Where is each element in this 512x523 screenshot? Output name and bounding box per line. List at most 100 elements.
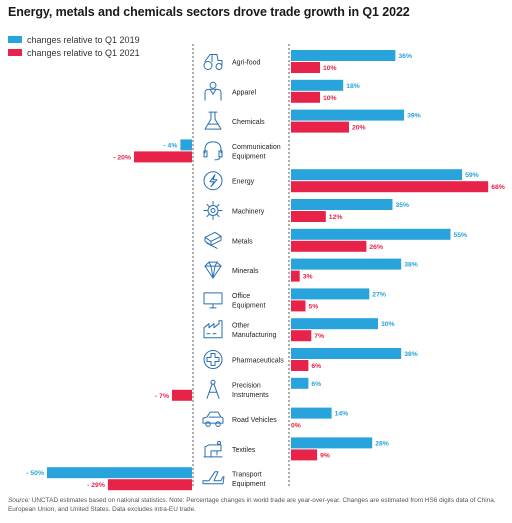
data-label-chemicals-series-1: 39% — [407, 113, 421, 120]
bar-textiles-series-1 — [291, 437, 373, 449]
data-label-transport-equipment-series-2: - 29% — [87, 482, 105, 489]
legend-item-2021: changes relative to Q1 2021 — [8, 48, 140, 59]
data-label-minerals-series-1: 38% — [404, 262, 418, 269]
flask-icon — [204, 111, 222, 130]
legend-swatch-2019 — [8, 36, 22, 44]
bar-pharmaceuticals-series-1 — [291, 348, 402, 359]
category-label-line: Agri-food — [232, 60, 261, 67]
compass-icon — [206, 379, 220, 399]
category-label-line: Textiles — [232, 447, 256, 454]
lightning-icon — [203, 171, 223, 191]
bar-other-manufacturing-series-2 — [291, 330, 312, 342]
bar-energy-series-2 — [291, 181, 489, 193]
category-label-line: Energy — [232, 179, 255, 186]
data-label-textiles-series-1: 28% — [375, 440, 389, 447]
category-label-line: Communication — [232, 144, 281, 151]
category-label-line: Equipment — [232, 153, 266, 160]
category-label-apparel: Apparel — [232, 89, 257, 96]
data-label-energy-series-1: 59% — [465, 172, 479, 179]
gem-icon — [204, 261, 222, 279]
category-label-other-manufacturing: Other Manufacturing — [232, 323, 276, 340]
bar-apparel-series-1 — [291, 79, 344, 91]
category-label-line: Other — [232, 323, 250, 330]
data-label-energy-series-2: 68% — [491, 184, 505, 191]
category-label-line: Transport — [232, 472, 262, 479]
data-label-office-equipment-series-2: 5% — [309, 303, 319, 310]
category-label-line: Road Vehicles — [232, 417, 277, 424]
category-label-machinery: Machinery — [232, 209, 265, 216]
bar-energy-series-1 — [291, 169, 463, 181]
data-label-apparel-series-2: 10% — [323, 95, 337, 102]
category-label-office-equipment: Office Equipment — [232, 293, 266, 310]
category-label-line: Equipment — [232, 481, 266, 488]
category-label-pharmaceuticals: Pharmaceuticals — [232, 358, 284, 365]
data-label-transport-equipment-series-1: - 50% — [26, 470, 44, 477]
category-label-line: Chemicals — [232, 119, 265, 126]
bar-chemicals-series-1 — [291, 109, 405, 121]
data-label-agri-food-series-1: 36% — [398, 53, 412, 60]
medical-cross-icon — [203, 350, 223, 369]
category-label-communication-equipment: Communication Equipment — [232, 144, 281, 161]
category-label-textiles: Textiles — [232, 447, 256, 454]
sewing-machine-icon — [203, 440, 223, 458]
bar-office-equipment-series-1 — [291, 288, 370, 300]
category-label-minerals: Minerals — [232, 268, 259, 275]
category-label-line: Instruments — [232, 392, 269, 399]
bar-other-manufacturing-series-1 — [291, 318, 378, 330]
headset-icon — [203, 141, 223, 161]
category-label-transport-equipment: Transport Equipment — [232, 472, 266, 489]
annotation-precision-instruments: - 7% — [155, 393, 169, 400]
bar-transport-equipment-series-1 — [47, 467, 192, 479]
bar-transport-equipment-series-2 — [107, 479, 192, 491]
bar-agri-food-series-2 — [291, 62, 320, 73]
bar-office-equipment-series-2 — [291, 300, 306, 312]
data-label-metals-series-1: 55% — [454, 232, 468, 239]
factory-icon — [203, 320, 223, 339]
data-label-pharmaceuticals-series-2: 6% — [311, 363, 321, 370]
source-note: Source: UNCTAD estimates based on nation… — [8, 496, 504, 514]
bar-textiles-series-2 — [291, 449, 318, 461]
category-label-line: Equipment — [232, 302, 266, 309]
legend-item-2019: changes relative to Q1 2019 — [8, 35, 140, 46]
data-label-agri-food-series-2: 10% — [323, 65, 337, 72]
bar-road-vehicles-series-1 — [291, 407, 332, 419]
data-label-minerals-series-2: 3% — [303, 274, 313, 281]
bar-precision-instruments-series-2 — [172, 389, 192, 401]
data-label-other-manufacturing-series-2: 7% — [314, 333, 324, 340]
category-label-chemicals: Chemicals — [232, 119, 265, 126]
category-label-line: Metals — [232, 238, 253, 245]
bar-minerals-series-1 — [291, 258, 402, 270]
bar-communication-equipment-series-1 — [180, 139, 192, 151]
bar-precision-instruments-series-1 — [291, 377, 309, 389]
bar-agri-food-series-1 — [291, 50, 396, 61]
data-label-road-vehicles-series-1: 14% — [335, 411, 349, 418]
gear-icon — [203, 201, 223, 220]
data-label-road-vehicles-series-2: 0% — [291, 423, 301, 430]
data-label-office-equipment-series-1: 27% — [372, 291, 386, 298]
bar-pharmaceuticals-series-2 — [291, 360, 309, 371]
bar-machinery-series-2 — [291, 211, 326, 222]
data-label-textiles-series-2: 9% — [320, 452, 330, 459]
category-label-energy: Energy — [232, 179, 255, 186]
category-label-road-vehicles: Road Vehicles — [232, 417, 277, 424]
legend-label-2019: changes relative to Q1 2019 — [27, 35, 140, 45]
computer-icon — [203, 292, 223, 309]
data-label-machinery-series-1: 35% — [396, 202, 410, 209]
category-label-line: Machinery — [232, 209, 265, 216]
bar-metals-series-2 — [291, 240, 367, 252]
data-label-chemicals-series-2: 20% — [352, 125, 366, 132]
bar-metals-series-1 — [291, 228, 451, 240]
data-label-communication-equipment-series-1: - 4% — [163, 142, 177, 149]
category-label-line: Office — [232, 293, 250, 300]
data-label-machinery-series-2: 12% — [329, 214, 343, 221]
category-label-metals: Metals — [232, 238, 253, 245]
category-label-line: Minerals — [232, 268, 259, 275]
legend-swatch-2021 — [8, 49, 22, 57]
category-label-line: Precision — [232, 382, 261, 389]
bar-machinery-series-1 — [291, 199, 393, 210]
data-label-other-manufacturing-series-1: 30% — [381, 321, 395, 328]
bar-apparel-series-2 — [291, 91, 320, 103]
data-label-metals-series-2: 26% — [369, 244, 383, 251]
metal-bars-icon — [204, 231, 222, 249]
